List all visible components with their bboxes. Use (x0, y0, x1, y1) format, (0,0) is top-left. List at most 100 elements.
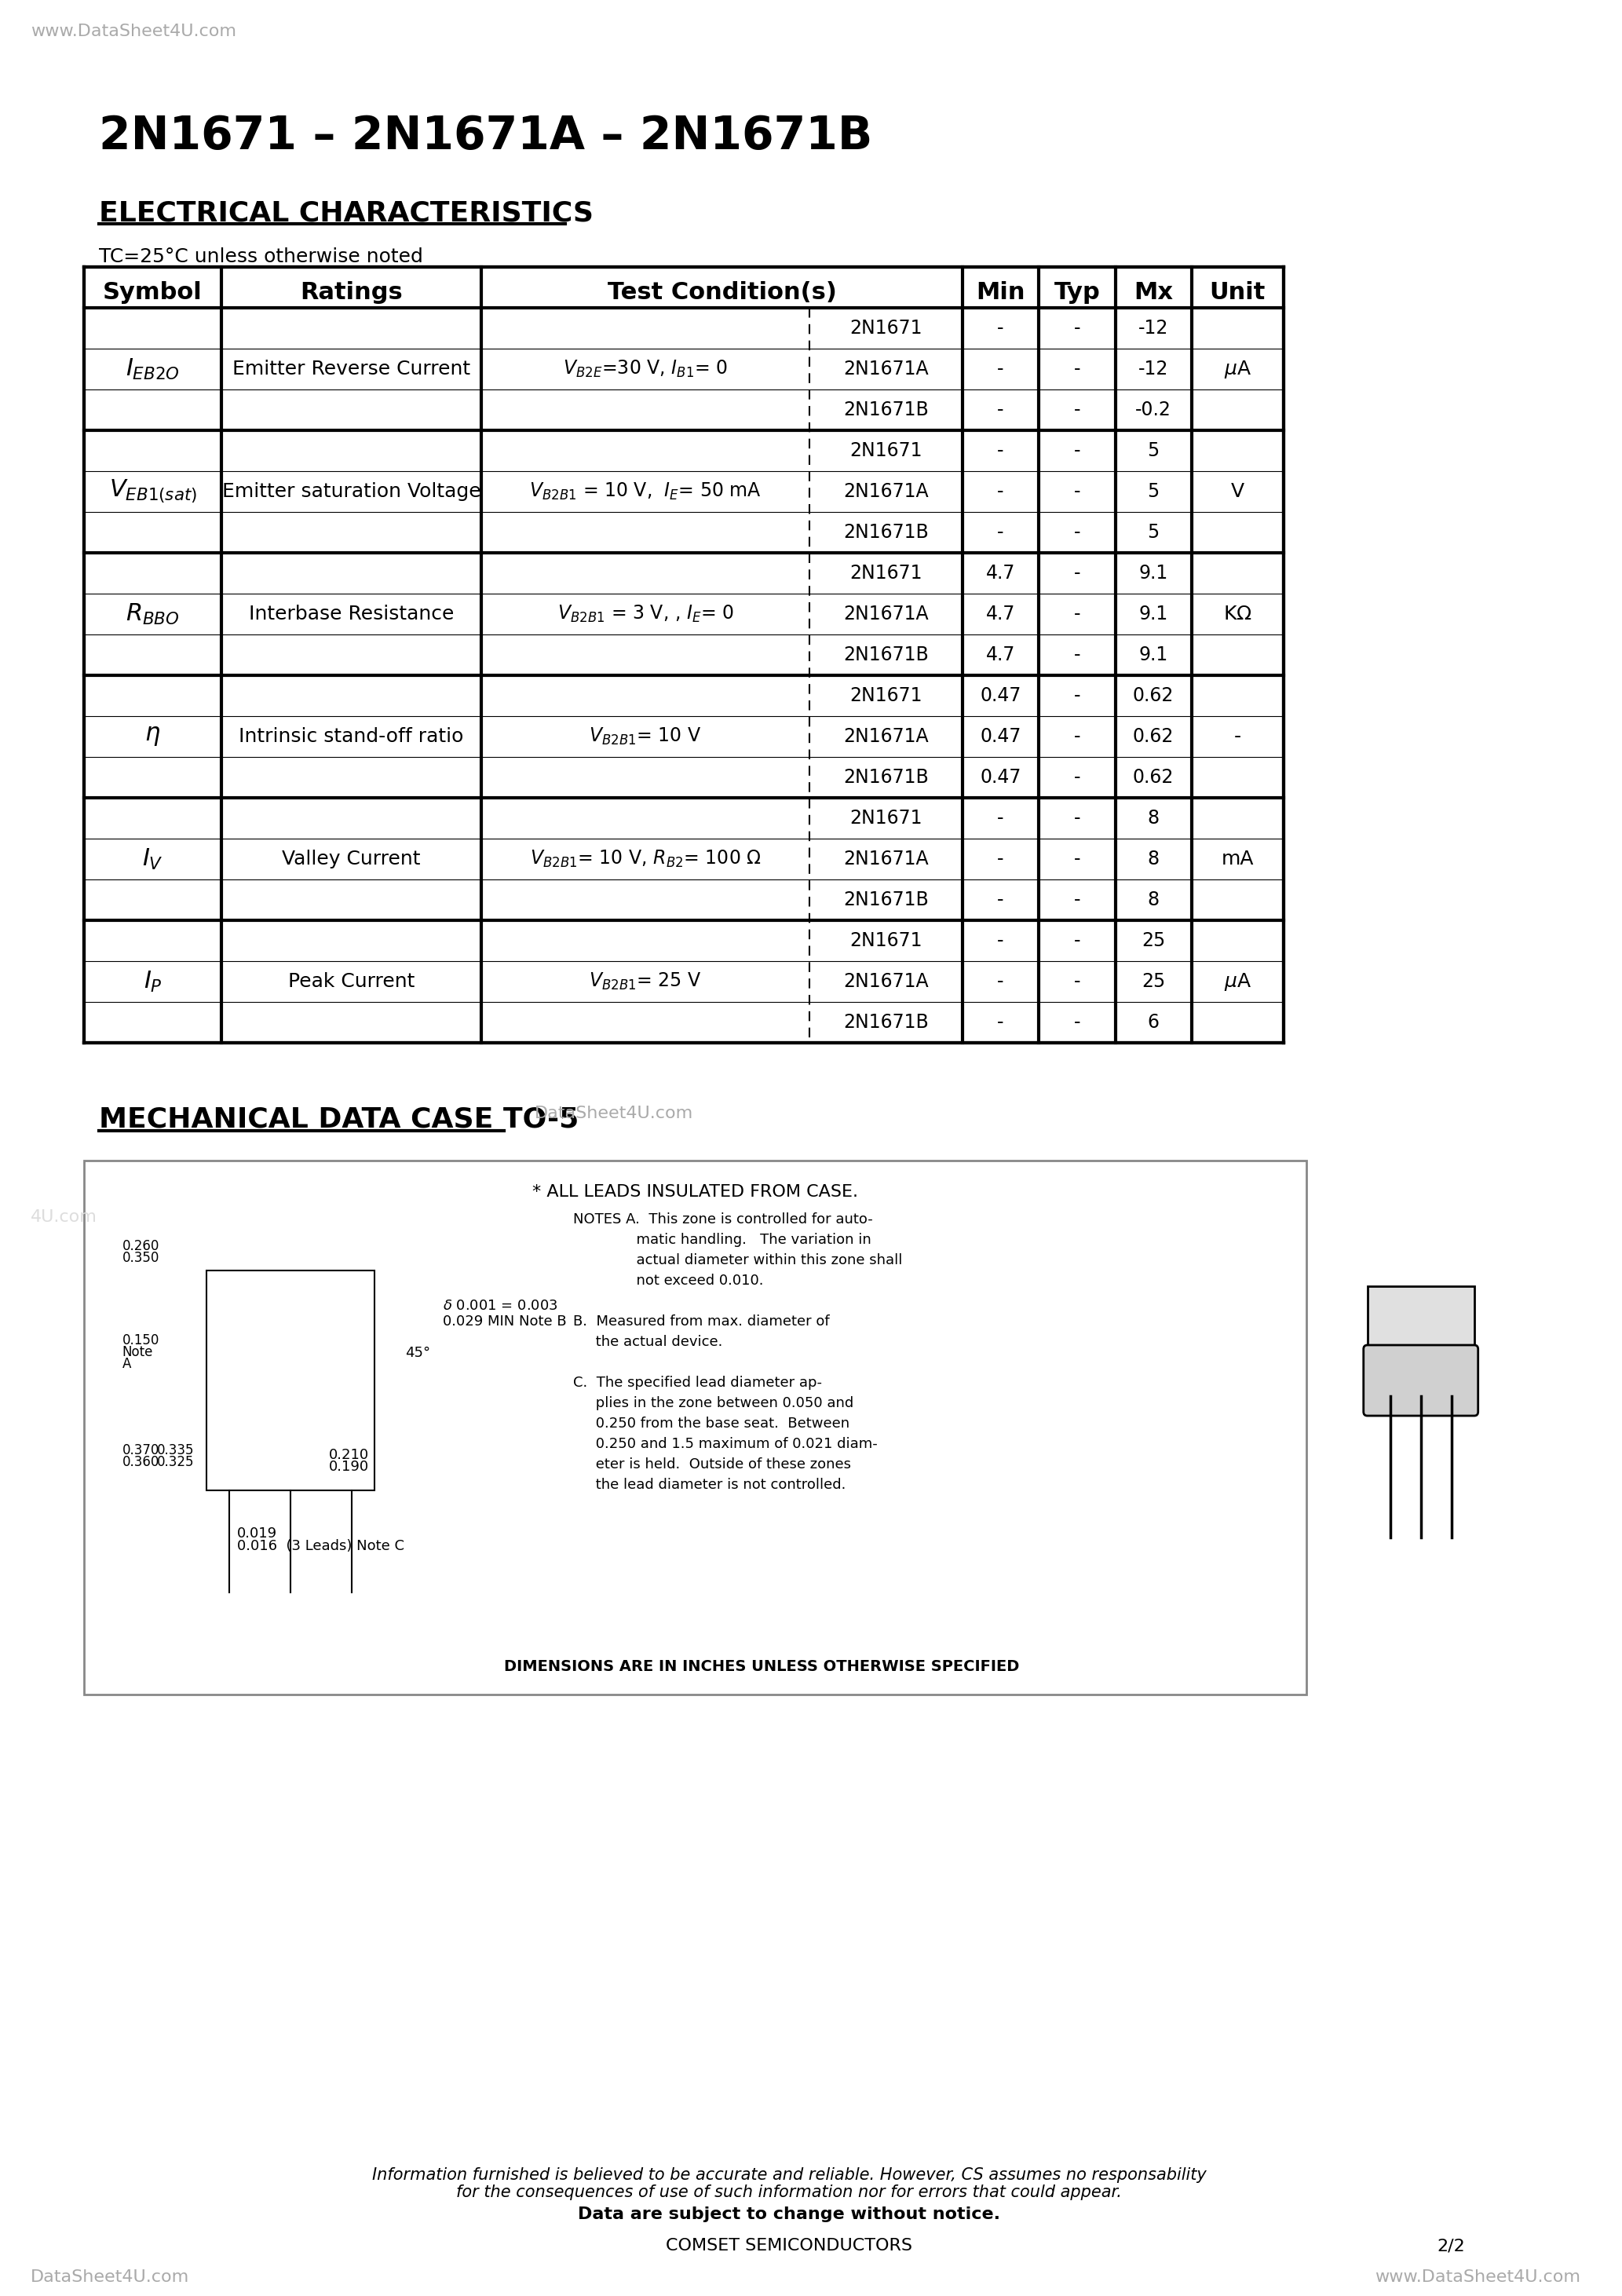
Text: Mx: Mx (1134, 280, 1173, 303)
Text: -0.2: -0.2 (1135, 400, 1171, 420)
Text: matic handling.   The variation in: matic handling. The variation in (573, 1233, 871, 1247)
Text: Intrinsic stand-off ratio: Intrinsic stand-off ratio (238, 728, 464, 746)
Bar (206, 1270, 375, 1490)
Text: -: - (998, 441, 1004, 459)
Text: -: - (1074, 808, 1080, 827)
Text: 2N1671B: 2N1671B (843, 645, 929, 664)
Text: $V_{B2B1}$= 25 V: $V_{B2B1}$= 25 V (589, 971, 702, 992)
Text: 9.1: 9.1 (1139, 604, 1168, 625)
Text: 2N1671A: 2N1671A (843, 728, 929, 746)
Text: 0.62: 0.62 (1132, 767, 1174, 788)
Text: the actual device.: the actual device. (573, 1334, 722, 1350)
Text: 0.47: 0.47 (980, 687, 1022, 705)
Text: 6: 6 (1147, 1013, 1160, 1031)
Text: eter is held.  Outside of these zones: eter is held. Outside of these zones (573, 1458, 852, 1472)
Text: 2N1671A: 2N1671A (843, 850, 929, 868)
Text: $\mu$A: $\mu$A (1223, 358, 1251, 379)
Text: Typ: Typ (1054, 280, 1100, 303)
Text: $I_V$: $I_V$ (143, 847, 164, 870)
Text: Unit: Unit (1210, 280, 1265, 303)
Text: A: A (122, 1357, 131, 1371)
Text: 5: 5 (1147, 441, 1160, 459)
Text: 0.190: 0.190 (329, 1460, 368, 1474)
Text: 0.016  (3 Leads) Note C: 0.016 (3 Leads) Note C (237, 1538, 404, 1552)
Text: 0.47: 0.47 (980, 767, 1022, 788)
Text: -: - (998, 891, 1004, 909)
Text: COMSET SEMICONDUCTORS: COMSET SEMICONDUCTORS (665, 2239, 912, 2255)
Text: -: - (1074, 850, 1080, 868)
Text: -: - (998, 850, 1004, 868)
Text: K$\Omega$: K$\Omega$ (1223, 604, 1252, 625)
Text: -: - (998, 808, 1004, 827)
Text: Information furnished is believed to be accurate and reliable. However, CS assum: Information furnished is believed to be … (371, 2167, 1207, 2183)
Text: -: - (1074, 400, 1080, 420)
Text: -12: -12 (1139, 319, 1168, 338)
Text: 4.7: 4.7 (986, 645, 1015, 664)
Text: -: - (998, 319, 1004, 338)
Text: 0.019: 0.019 (237, 1527, 277, 1541)
Text: -: - (1074, 645, 1080, 664)
Text: 2N1671A: 2N1671A (843, 482, 929, 501)
Text: 0.150: 0.150 (122, 1334, 159, 1348)
Text: -: - (1074, 891, 1080, 909)
Text: 0.029 MIN Note B: 0.029 MIN Note B (443, 1316, 566, 1329)
Text: Valley Current: Valley Current (282, 850, 420, 868)
Text: DataSheet4U.com: DataSheet4U.com (535, 1107, 694, 1120)
Text: www.DataSheet4U.com: www.DataSheet4U.com (1375, 2268, 1581, 2285)
Text: 2N1671A: 2N1671A (843, 971, 929, 992)
Text: 4.7: 4.7 (986, 565, 1015, 583)
Text: -: - (998, 400, 1004, 420)
Text: -: - (1074, 728, 1080, 746)
Text: TC=25°C unless otherwise noted: TC=25°C unless otherwise noted (99, 248, 423, 266)
Text: -: - (998, 971, 1004, 992)
Text: -: - (1074, 523, 1080, 542)
Text: * ALL LEADS INSULATED FROM CASE.: * ALL LEADS INSULATED FROM CASE. (532, 1185, 858, 1201)
Text: 0.250 and 1.5 maximum of 0.021 diam-: 0.250 and 1.5 maximum of 0.021 diam- (573, 1437, 878, 1451)
Text: 2N1671 – 2N1671A – 2N1671B: 2N1671 – 2N1671A – 2N1671B (99, 115, 873, 158)
Text: -: - (998, 932, 1004, 951)
Text: Test Condition(s): Test Condition(s) (607, 280, 837, 303)
Text: NOTES A.  This zone is controlled for auto-: NOTES A. This zone is controlled for aut… (573, 1212, 873, 1226)
Text: ELECTRICAL CHARACTERISTICS: ELECTRICAL CHARACTERISTICS (99, 200, 594, 227)
Text: 4.7: 4.7 (986, 604, 1015, 625)
Text: $I_P$: $I_P$ (143, 969, 162, 994)
Text: 2N1671B: 2N1671B (843, 523, 929, 542)
FancyBboxPatch shape (84, 1159, 1306, 1694)
Text: 0.250 from the base seat.  Between: 0.250 from the base seat. Between (573, 1417, 850, 1430)
Text: 2N1671: 2N1671 (850, 441, 923, 459)
Text: 0.210: 0.210 (329, 1449, 368, 1463)
Text: 9.1: 9.1 (1139, 645, 1168, 664)
Text: $V_{EB1(sat)}$: $V_{EB1(sat)}$ (109, 478, 196, 505)
Text: 25: 25 (1142, 971, 1165, 992)
Text: -: - (1074, 687, 1080, 705)
Text: $\eta$: $\eta$ (144, 726, 161, 748)
Text: 0.360: 0.360 (122, 1456, 159, 1469)
Text: MECHANICAL DATA CASE TO-5: MECHANICAL DATA CASE TO-5 (99, 1107, 579, 1132)
Text: 2N1671A: 2N1671A (843, 360, 929, 379)
Text: -: - (998, 482, 1004, 501)
Text: V: V (1231, 482, 1244, 501)
Text: actual diameter within this zone shall: actual diameter within this zone shall (573, 1254, 902, 1267)
Text: 2N1671: 2N1671 (850, 687, 923, 705)
Text: mA: mA (1221, 850, 1254, 868)
Text: Data are subject to change without notice.: Data are subject to change without notic… (577, 2206, 1001, 2223)
Text: B.  Measured from max. diameter of: B. Measured from max. diameter of (573, 1316, 829, 1329)
Text: -: - (1234, 728, 1241, 746)
Text: -: - (1074, 482, 1080, 501)
Text: 2/2: 2/2 (1437, 2239, 1465, 2255)
Text: plies in the zone between 0.050 and: plies in the zone between 0.050 and (573, 1396, 853, 1410)
Text: Peak Current: Peak Current (289, 971, 415, 992)
Text: -: - (1074, 360, 1080, 379)
Text: 0.335: 0.335 (157, 1444, 195, 1458)
Text: $I_{EB2O}$: $I_{EB2O}$ (127, 356, 180, 381)
Text: C.  The specified lead diameter ap-: C. The specified lead diameter ap- (573, 1375, 822, 1389)
Text: 0.62: 0.62 (1132, 687, 1174, 705)
Text: 2N1671: 2N1671 (850, 932, 923, 951)
Text: 0.325: 0.325 (157, 1456, 195, 1469)
Text: $V_{B2B1}$= 10 V: $V_{B2B1}$= 10 V (589, 726, 702, 746)
Text: $V_{B2B1}$ = 10 V,  $I_E$= 50 mA: $V_{B2B1}$ = 10 V, $I_E$= 50 mA (529, 482, 761, 503)
Text: Note: Note (122, 1345, 152, 1359)
Text: 2N1671B: 2N1671B (843, 1013, 929, 1031)
Text: -: - (1074, 604, 1080, 625)
Text: -: - (1074, 319, 1080, 338)
